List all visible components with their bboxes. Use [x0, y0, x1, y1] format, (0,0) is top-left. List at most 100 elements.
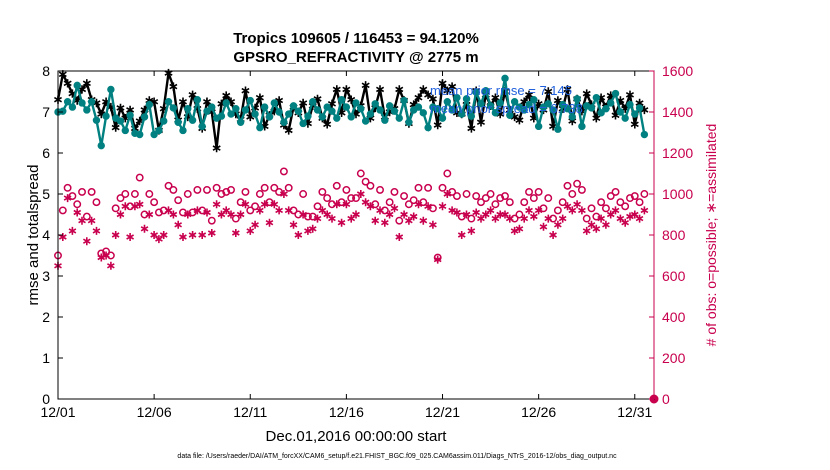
data-point — [145, 100, 154, 109]
axis-ticks: 12/01 12/06 12/11 12/16 12/21 12/26 12/31 0 1 2 3 4… — [40, 63, 693, 420]
data-point — [472, 88, 480, 97]
y-axis-label: rmse and totalspread — [25, 165, 42, 306]
y2-tick-label: 1400 — [662, 104, 693, 120]
data-point — [83, 106, 91, 114]
data-point — [73, 81, 81, 90]
data-point — [159, 231, 168, 239]
data-point — [328, 214, 336, 223]
data-point — [193, 206, 202, 215]
data-point — [92, 116, 101, 124]
x-tick-label: 12/11 — [233, 404, 267, 420]
data-point — [515, 116, 524, 125]
data-point — [395, 114, 403, 122]
data-point — [352, 194, 360, 203]
data-point — [87, 98, 96, 106]
data-point — [217, 210, 226, 219]
data-point — [602, 220, 610, 229]
data-point — [597, 198, 606, 207]
data-point — [395, 216, 404, 225]
data-point — [428, 94, 437, 104]
data-point — [347, 214, 356, 223]
data-point — [486, 102, 495, 110]
data-point — [582, 226, 591, 235]
data-point — [376, 85, 385, 94]
data-point — [577, 185, 586, 194]
data-point — [443, 98, 452, 106]
data-point — [342, 85, 351, 94]
data-point — [481, 210, 490, 219]
data-point — [313, 106, 322, 114]
data-point — [342, 103, 351, 111]
data-point — [246, 96, 254, 105]
data-point — [491, 214, 500, 223]
data-point — [611, 89, 620, 98]
data-point — [246, 226, 255, 235]
data-point — [429, 220, 437, 229]
data-point — [188, 208, 197, 217]
data-point — [347, 113, 355, 121]
data-point — [626, 100, 634, 109]
data-point — [106, 261, 115, 270]
data-point — [390, 204, 399, 213]
data-point — [116, 194, 125, 203]
data-point — [208, 103, 216, 111]
data-point — [279, 167, 288, 176]
data-point — [448, 106, 456, 114]
data-point — [501, 210, 509, 219]
data-point — [400, 210, 408, 219]
y-tick-label: 5 — [42, 186, 50, 202]
data-point — [140, 210, 149, 219]
data-point — [452, 192, 461, 201]
data-point — [164, 68, 173, 78]
data-point — [332, 85, 341, 94]
data-point — [59, 107, 67, 115]
data-point — [289, 220, 298, 229]
data-point — [616, 214, 625, 223]
data-point — [554, 125, 562, 133]
data-point — [544, 87, 553, 96]
data-point — [58, 233, 67, 241]
data-point — [58, 206, 67, 215]
data-point — [419, 109, 427, 117]
data-point — [337, 218, 346, 227]
data-point — [506, 111, 514, 119]
data-point — [111, 204, 120, 213]
data-point — [92, 198, 101, 207]
data-point — [188, 116, 197, 124]
data-point — [587, 220, 596, 229]
data-point — [178, 97, 187, 106]
data-point — [486, 206, 495, 215]
data-point — [491, 200, 500, 209]
y2-tick-label: 0 — [662, 391, 670, 407]
x-tick-label: 12/06 — [137, 404, 172, 420]
data-point — [183, 190, 192, 198]
data-point — [587, 104, 596, 112]
data-point — [467, 226, 476, 235]
data-point — [169, 210, 178, 219]
data-point — [357, 105, 365, 113]
data-point — [568, 113, 576, 121]
data-file-footnote: data file: /Users/raeder/DAI/ATM_forcXX/… — [177, 453, 617, 460]
data-point — [289, 206, 298, 215]
data-point — [534, 122, 543, 131]
y2-tick-label: 1000 — [662, 186, 693, 202]
data-point — [597, 214, 606, 223]
data-point — [582, 214, 591, 223]
x-tick-label: 12/31 — [617, 404, 652, 420]
data-point — [400, 192, 409, 201]
data-point — [621, 218, 630, 227]
y-tick-label: 4 — [42, 227, 50, 243]
data-point — [203, 107, 211, 115]
data-point — [424, 123, 432, 132]
data-point — [563, 85, 572, 94]
data-point — [424, 202, 432, 211]
plot-background — [58, 71, 654, 399]
data-point — [491, 109, 500, 117]
data-point — [424, 183, 433, 192]
data-point — [150, 130, 158, 139]
data-point — [630, 192, 639, 201]
data-point — [448, 188, 457, 196]
data-point — [183, 210, 192, 219]
data-point — [443, 169, 452, 178]
data-point — [525, 206, 533, 215]
